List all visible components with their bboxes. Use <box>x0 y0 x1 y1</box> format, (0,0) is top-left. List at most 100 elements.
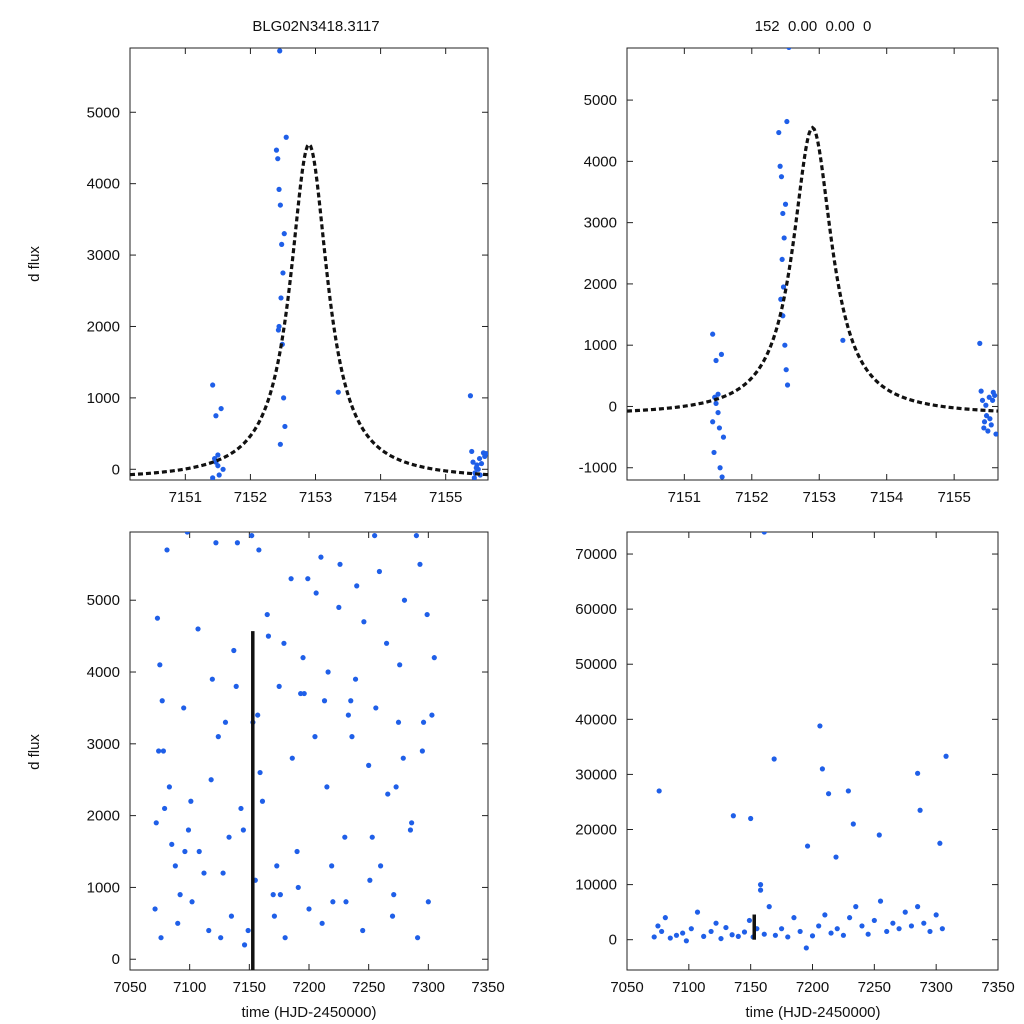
panel-title-top-right: 152 0.00 0.00 0 <box>755 18 872 35</box>
data-point <box>295 884 301 891</box>
y-tick-label: -1000 <box>579 460 617 477</box>
data-point <box>241 942 248 948</box>
data-point <box>330 899 336 905</box>
data-point <box>240 827 246 833</box>
plot-frame <box>129 47 489 481</box>
data-point <box>784 382 791 388</box>
data-point <box>256 547 262 553</box>
data-point <box>343 899 349 905</box>
data-point <box>324 784 330 790</box>
data-point <box>720 434 727 440</box>
data-point <box>213 413 219 419</box>
data-point <box>651 934 657 940</box>
x-tick-label: 7100 <box>173 979 206 996</box>
data-layer <box>130 48 488 480</box>
x-axis-title-bottom-left: time (HJD-2450000) <box>241 1004 376 1021</box>
data-point <box>282 423 288 430</box>
plot-panel-top-right: 7151 7152 7153 7154 7155 -1000 0 1000 2000 3000 40… <box>579 47 999 506</box>
data-point <box>220 870 226 876</box>
data-point <box>189 899 195 905</box>
y-tick-label: 3000 <box>584 215 617 232</box>
y-axis-title-top-left: d flux <box>26 246 43 282</box>
data-point <box>711 449 717 456</box>
data-point <box>791 915 797 921</box>
y-tick-label: 5000 <box>584 92 617 109</box>
data-point <box>182 848 188 855</box>
data-point <box>222 719 229 725</box>
data-layer <box>651 532 949 951</box>
data-point <box>761 532 767 535</box>
data-point <box>819 766 825 772</box>
data-point <box>208 777 214 783</box>
y-tick-label: 50000 <box>575 656 617 673</box>
data-point <box>367 877 373 883</box>
data-point <box>210 475 216 480</box>
data-point <box>152 906 158 912</box>
plot-frame <box>626 47 999 481</box>
data-point <box>188 798 194 804</box>
data-point <box>431 655 437 661</box>
data-point <box>342 834 348 840</box>
data-point <box>274 863 280 869</box>
data-point <box>985 428 991 434</box>
data-point <box>993 431 998 437</box>
plot-frame <box>626 531 999 971</box>
data-point <box>729 932 735 938</box>
x-tick-label: 7151 <box>668 489 701 506</box>
x-tick-label: 7100 <box>672 979 705 996</box>
data-point <box>757 887 764 893</box>
x-tick-label: 7155 <box>429 489 462 506</box>
data-point <box>778 174 785 180</box>
data-point <box>335 389 341 395</box>
data-point <box>218 405 224 412</box>
data-point <box>175 920 181 926</box>
y-tick-label: 0 <box>609 398 617 415</box>
data-point <box>215 734 221 740</box>
x-tick-label: 7152 <box>234 489 267 506</box>
data-point <box>166 784 172 790</box>
data-point <box>694 909 701 915</box>
plot-frame <box>129 531 489 971</box>
data-point <box>414 935 421 941</box>
data-point <box>401 597 408 603</box>
data-point <box>884 928 890 935</box>
data-point <box>160 748 167 754</box>
x-tick-label: 7350 <box>471 979 504 996</box>
data-point <box>277 48 283 54</box>
data-point <box>718 935 724 942</box>
data-point <box>283 134 289 140</box>
data-point <box>986 394 992 400</box>
y-tick-label: 4000 <box>87 664 120 681</box>
y-tick-label: 20000 <box>575 822 617 839</box>
data-point <box>329 863 335 869</box>
data-point <box>294 848 300 855</box>
data-point <box>277 892 283 898</box>
data-point <box>716 425 723 431</box>
data-point <box>376 568 383 575</box>
data-point <box>425 899 431 905</box>
data-point <box>757 882 764 888</box>
data-point <box>407 827 414 833</box>
data-point <box>816 923 822 929</box>
y-tick-label: 70000 <box>575 546 617 563</box>
data-point <box>277 202 283 208</box>
panel-title-top-left: BLG02N3418.3117 <box>252 18 379 35</box>
plot-panel-top-left: 7151 7152 7153 7154 7155 0 1000 2000 3000 4000 500… <box>87 47 489 506</box>
x-tick-label: 7153 <box>803 489 836 506</box>
y-tick-label: 2000 <box>584 276 617 293</box>
data-point <box>987 416 993 422</box>
data-point <box>990 397 996 403</box>
x-tick-label: 7154 <box>870 489 903 506</box>
y-tick-label: 5000 <box>87 104 120 121</box>
data-point <box>834 926 840 932</box>
data-point <box>877 898 884 904</box>
data-point <box>680 930 686 936</box>
x-tick-label: 7250 <box>352 979 385 996</box>
y-tick-label: 0 <box>112 951 120 968</box>
x-tick-label: 7152 <box>735 489 768 506</box>
data-point <box>667 935 673 941</box>
data-point <box>282 935 288 941</box>
data-point <box>656 788 662 794</box>
data-point <box>655 923 661 929</box>
data-point <box>300 655 306 661</box>
